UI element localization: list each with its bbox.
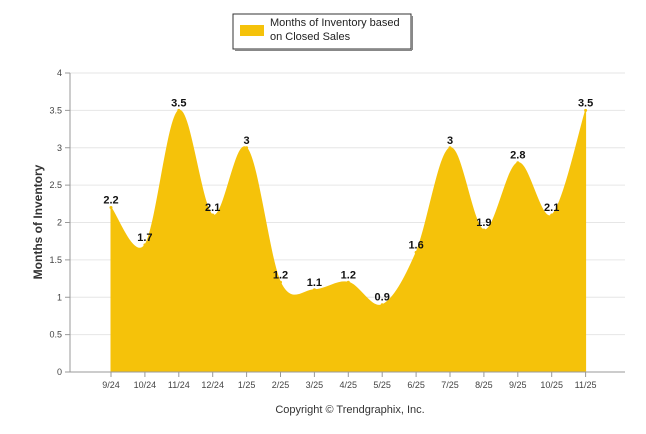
- data-point: [177, 108, 181, 112]
- data-point: [346, 280, 350, 284]
- data-label: 1.9: [476, 217, 491, 229]
- data-label: 2.2: [103, 195, 118, 207]
- x-tick-label: 12/24: [201, 380, 224, 390]
- data-label: 3: [244, 135, 250, 147]
- data-point: [448, 146, 452, 150]
- data-point: [312, 288, 316, 292]
- x-tick-label: 1/25: [238, 380, 256, 390]
- y-tick-label: 0: [57, 367, 62, 377]
- legend-label-line2: on Closed Sales: [270, 31, 351, 43]
- data-label: 1.2: [273, 269, 288, 281]
- y-tick-label: 0.5: [49, 330, 62, 340]
- data-point: [584, 108, 588, 112]
- legend-swatch: [240, 25, 264, 36]
- area-layer: [109, 108, 588, 373]
- data-label: 1.1: [307, 277, 322, 289]
- data-label: 2.1: [544, 202, 559, 214]
- x-tick-label: 8/25: [475, 380, 493, 390]
- data-label: 3.5: [171, 97, 186, 109]
- y-tick-label: 3: [57, 143, 62, 153]
- copyright-text: Copyright © Trendgraphix, Inc.: [275, 404, 424, 416]
- data-point: [414, 250, 418, 254]
- data-label: 1.2: [341, 269, 356, 281]
- data-label: 2.8: [510, 150, 525, 162]
- data-point: [279, 280, 282, 284]
- data-point: [143, 243, 147, 247]
- x-tick-label: 3/25: [306, 380, 324, 390]
- x-tick-label: 11/25: [575, 380, 597, 390]
- data-label: 1.6: [408, 239, 423, 251]
- x-tick-label: 5/25: [373, 380, 391, 390]
- x-tick-label: 2/25: [272, 380, 290, 390]
- y-tick-label: 4: [57, 68, 62, 78]
- x-tick-label: 10/25: [540, 380, 563, 390]
- x-tick-label: 9/25: [509, 380, 527, 390]
- y-tick-label: 2: [57, 218, 62, 228]
- data-point: [211, 213, 215, 217]
- y-tick-label: 3.5: [49, 105, 62, 115]
- data-point: [482, 228, 486, 232]
- x-tick-label: 11/24: [168, 380, 190, 390]
- data-point: [380, 303, 384, 307]
- x-tick-label: 7/25: [441, 380, 459, 390]
- data-label: 3.5: [578, 97, 593, 109]
- x-tick-label: 4/25: [340, 380, 358, 390]
- data-label: 2.1: [205, 202, 220, 214]
- data-point: [550, 213, 554, 217]
- x-tick-label: 10/24: [134, 380, 157, 390]
- y-axis-label: Months of Inventory: [31, 164, 45, 279]
- data-point: [109, 206, 113, 210]
- x-tick-label: 9/24: [102, 380, 120, 390]
- y-tick-label: 1.5: [49, 255, 62, 265]
- data-label: 1.7: [137, 232, 152, 244]
- y-tick-label: 1: [57, 292, 62, 302]
- y-tick-label: 2.5: [49, 180, 62, 190]
- data-label: 0.9: [375, 292, 390, 304]
- data-label: 3: [447, 135, 453, 147]
- legend: Months of Inventory based on Closed Sale…: [232, 13, 413, 51]
- legend-label-line1: Months of Inventory based: [270, 17, 400, 29]
- data-point: [245, 146, 249, 150]
- label-layer: 2.2 1.7 3.5 2.1 3 1.2 1.1 1.2 0.9 1.6 3 1.9 2.8 2.1 3.…: [103, 97, 593, 303]
- x-tick-label: 6/25: [407, 380, 425, 390]
- data-point: [516, 161, 520, 165]
- axis-layer: 0 0.5 1 1.5 2 2.5 3 3.5 4 9/24 10/24 11/24 12/24 1/25…: [49, 68, 625, 390]
